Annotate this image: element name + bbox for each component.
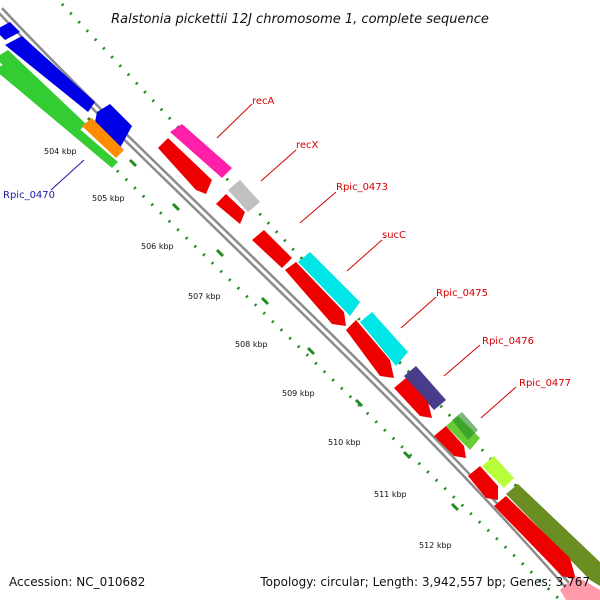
gene-sucC[interactable] xyxy=(298,252,360,316)
kbp-label-509: 509 kbp xyxy=(282,389,315,398)
gene-recX[interactable] xyxy=(228,180,260,212)
gene-arrow[interactable] xyxy=(360,312,408,366)
gene-arrow[interactable] xyxy=(216,194,245,224)
gene-label-rpic-0477: Rpic_0477 xyxy=(519,378,571,389)
gene-label-rpic-0475: Rpic_0475 xyxy=(436,288,488,299)
gene-arrow[interactable] xyxy=(394,378,432,418)
kbp-label-506: 506 kbp xyxy=(141,242,174,251)
kbp-label-504: 504 kbp xyxy=(44,147,77,156)
gene-arrow[interactable] xyxy=(494,496,576,580)
gene-label-rpic-0470: Rpic_0470 xyxy=(3,190,55,201)
gene-label-recA: recA xyxy=(252,96,275,107)
gene-group-main xyxy=(158,124,600,600)
gene-arrow[interactable] xyxy=(434,426,466,458)
kbp-ticks xyxy=(86,116,460,512)
kbp-label-511: 511 kbp xyxy=(374,490,407,499)
gene-label-rpic-0476: Rpic_0476 xyxy=(482,336,534,347)
gene-arrow[interactable] xyxy=(0,64,118,168)
map-title: Ralstonia pickettii 12J chromosome 1, co… xyxy=(111,12,489,27)
gene-rpic-0475[interactable] xyxy=(404,366,446,410)
gene-arrow[interactable] xyxy=(0,22,20,40)
gene-rpic-0477[interactable] xyxy=(482,456,514,488)
kbp-label-512: 512 kbp xyxy=(419,541,452,550)
gene-arrow[interactable] xyxy=(82,118,124,158)
gene-arrow[interactable] xyxy=(468,466,498,500)
gene-arrow[interactable] xyxy=(285,262,346,326)
gene-group-top-left xyxy=(0,22,132,168)
accession-text: Accession: NC_010682 xyxy=(9,575,145,589)
gene-arrow[interactable] xyxy=(346,320,394,378)
gene-label-sucC: sucC xyxy=(382,230,406,241)
gene-arrow[interactable] xyxy=(560,576,600,600)
gene-recA[interactable] xyxy=(170,124,232,178)
gene-label-recX: recX xyxy=(296,140,319,151)
topology-text: Topology: circular; Length: 3,942,557 bp… xyxy=(259,575,590,589)
label-leaders xyxy=(216,103,517,419)
gene-arrow[interactable] xyxy=(95,104,132,148)
gene-arrow[interactable] xyxy=(506,484,600,586)
gene-arrow[interactable] xyxy=(5,36,95,112)
gene-arrow[interactable] xyxy=(158,138,212,194)
gene-label-rpic-0473: Rpic_0473 xyxy=(336,182,388,193)
kbp-label-508: 508 kbp xyxy=(235,340,268,349)
gene-arrow[interactable] xyxy=(0,50,86,132)
kbp-label-510: 510 kbp xyxy=(328,438,361,447)
gene-arrow xyxy=(452,412,478,440)
kbp-label-507: 507 kbp xyxy=(188,292,221,301)
kbp-label-505: 505 kbp xyxy=(92,194,125,203)
gene-rpic-0473[interactable] xyxy=(252,230,292,268)
label-leader-rpic-0470 xyxy=(50,159,85,191)
